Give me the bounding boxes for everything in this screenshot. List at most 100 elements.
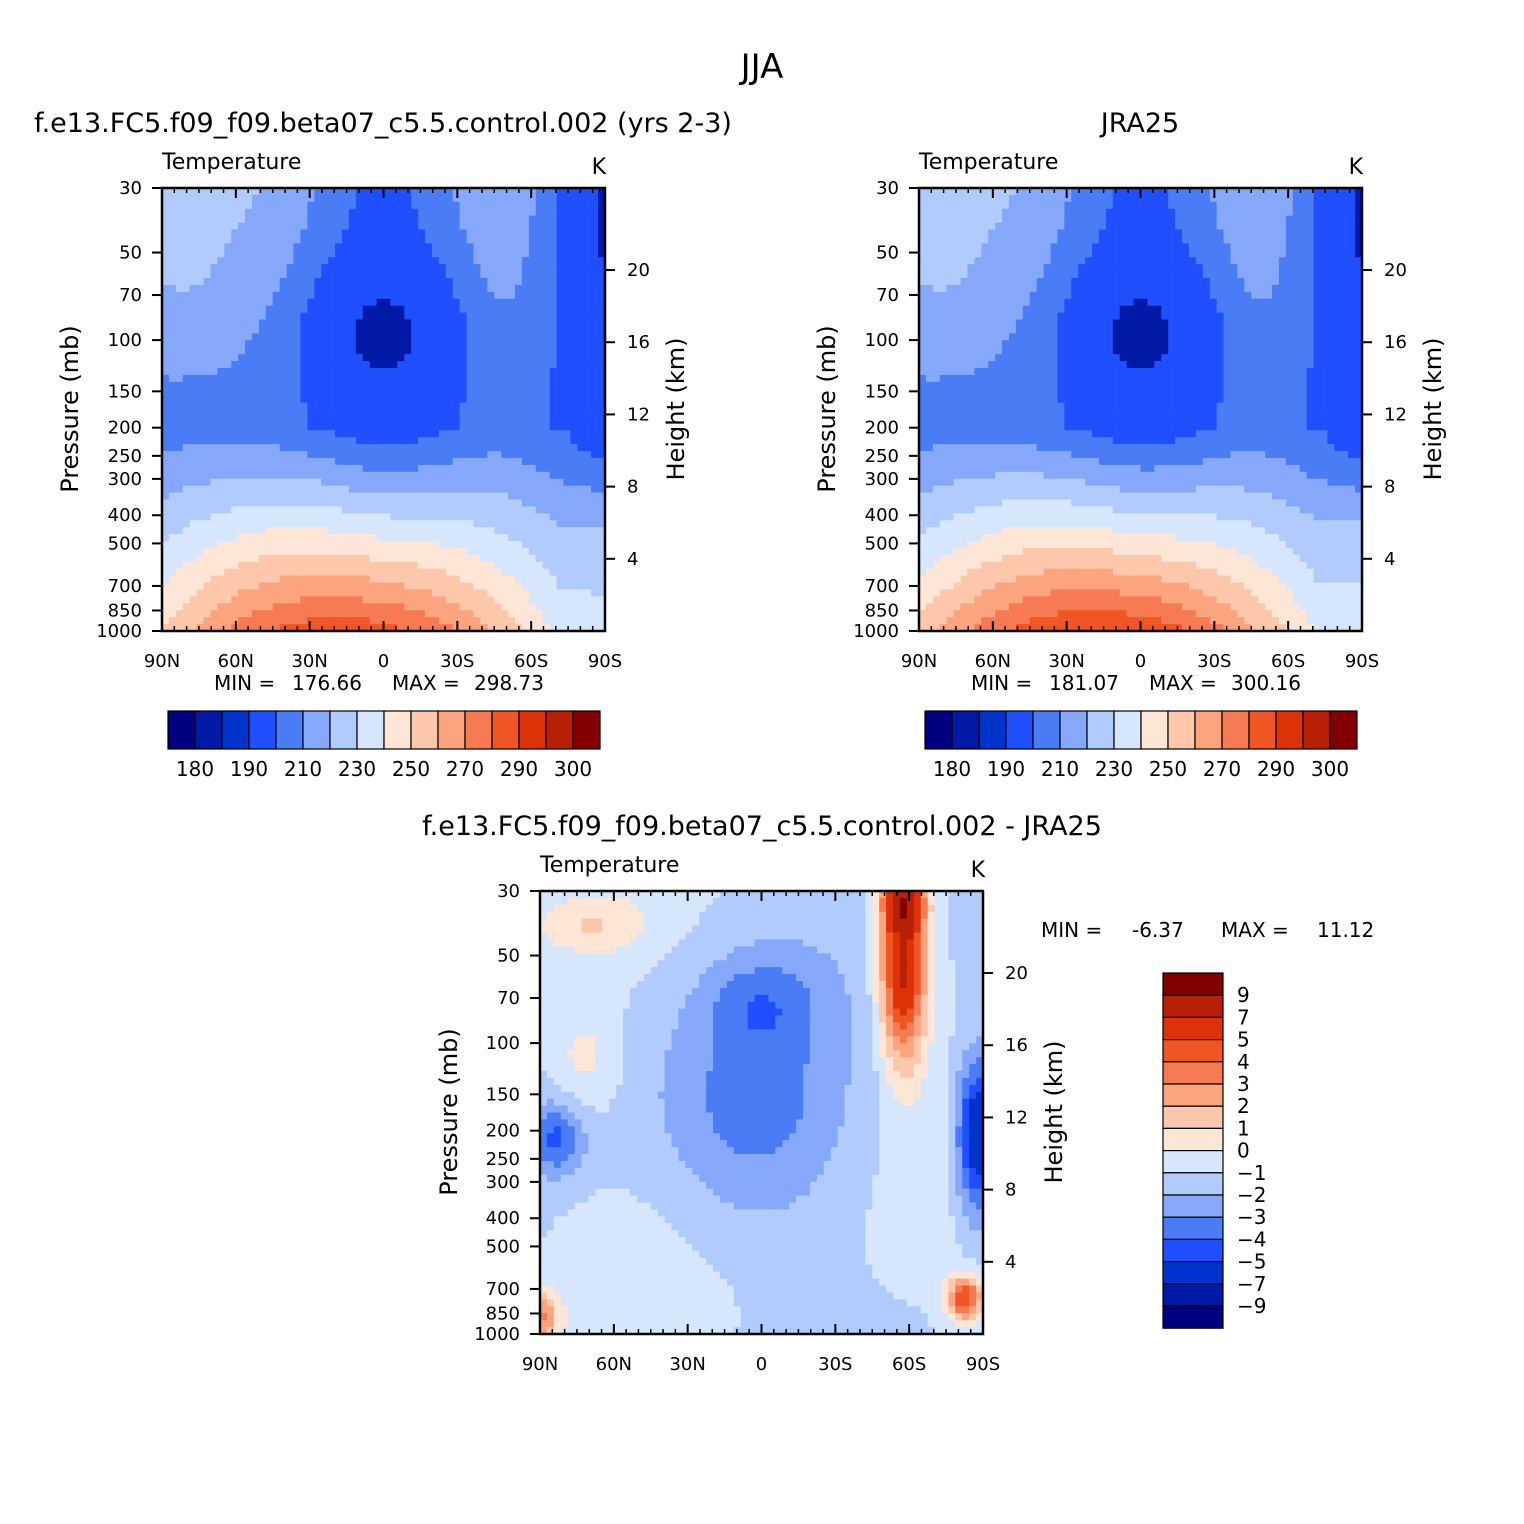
contour-cell [383,333,392,341]
contour-cell [162,471,170,480]
contour-cell [341,561,350,570]
contour-cell [238,423,246,431]
contour-cell [591,319,599,328]
contour-cell [376,402,385,411]
contour-cell [535,437,544,445]
contour-cell [1154,194,1162,203]
contour-cell [1230,194,1238,203]
contour-cell [556,215,565,224]
contour-cell [383,395,392,404]
contour-cell [501,374,509,383]
contour-cell [1244,201,1252,210]
contour-cell [932,229,941,238]
contour-cell [231,547,239,556]
contour-cell [251,347,260,355]
contour-cell [549,264,558,272]
contour-cell [168,409,177,418]
contour-cell [300,603,308,611]
contour-cell [335,409,343,418]
contour-cell [528,492,537,501]
contour-cell [272,215,281,224]
contour-cell [238,236,246,244]
contour-cell [1022,194,1031,203]
contour-cell [369,361,378,369]
contour-cell [466,485,475,494]
contour-cell [245,201,253,210]
contour-cell [245,561,253,570]
contour-cell [376,208,385,217]
contour-cell [1112,229,1121,238]
contour-cell [466,215,475,224]
contour-cell [307,319,315,328]
contour-cell [390,589,398,597]
contour-cell [521,527,530,535]
contour-cell [335,319,343,328]
contour-cell [196,381,205,390]
contour-cell [480,236,488,244]
contour-cell [258,340,267,348]
contour-cell [1078,236,1086,244]
contour-cell [189,305,198,314]
contour-cell [466,354,475,362]
contour-cell [362,284,371,293]
contour-cell [390,326,398,334]
contour-cell [231,416,239,424]
contour-cell [355,534,364,542]
contour-cell [1133,215,1142,224]
contour-cell [1022,257,1031,265]
contour-cell [1015,264,1024,272]
contour-cell [466,402,475,411]
panel-model-left-string: Temperature [161,150,301,175]
contour-cell [328,527,336,535]
contour-cell [570,423,578,431]
contour-cell [189,361,198,369]
contour-cell [508,374,516,383]
contour-cell [480,243,488,251]
contour-cell [549,284,558,293]
contour-cell [196,409,205,418]
contour-cell [210,284,218,293]
contour-cell [438,416,447,424]
contour-cell [335,561,343,570]
contour-cell [480,478,488,487]
contour-cell [348,423,357,431]
contour-cell [598,374,606,383]
contour-cell [570,499,578,507]
contour-cell [182,374,191,383]
contour-cell [521,208,530,217]
contour-cell [390,395,398,404]
contour-cell [397,291,405,300]
contour-cell [245,291,253,300]
contour-cell [1195,194,1204,203]
contour-cell [418,582,426,591]
contour-cell [598,437,606,445]
contour-cell [425,229,433,238]
contour-cell [584,354,592,362]
contour-cell [162,395,170,404]
contour-cell [591,277,599,286]
contour-cell [189,589,198,597]
contour-cell [1341,222,1349,231]
contour-cell [591,250,599,258]
contour-cell [1244,250,1252,258]
contour-cell [438,409,447,418]
contour-cell [452,215,461,224]
contour-cell [473,527,481,535]
contour-cell [995,236,1003,244]
contour-cell [515,416,523,424]
contour-cell [459,215,468,224]
contour-cell [300,222,308,231]
contour-cell [501,402,509,411]
contour-cell [279,257,288,265]
contour-cell [1085,194,1093,203]
contour-cell [946,208,955,217]
contour-cell [182,444,191,452]
contour-cell [1015,208,1024,217]
contour-cell [1154,229,1162,238]
contour-cell [286,402,295,411]
contour-cell [175,485,184,494]
contour-cell [528,485,537,494]
page-title: JJA [739,47,784,87]
contour-cell [168,326,177,334]
contour-cell [556,492,565,501]
